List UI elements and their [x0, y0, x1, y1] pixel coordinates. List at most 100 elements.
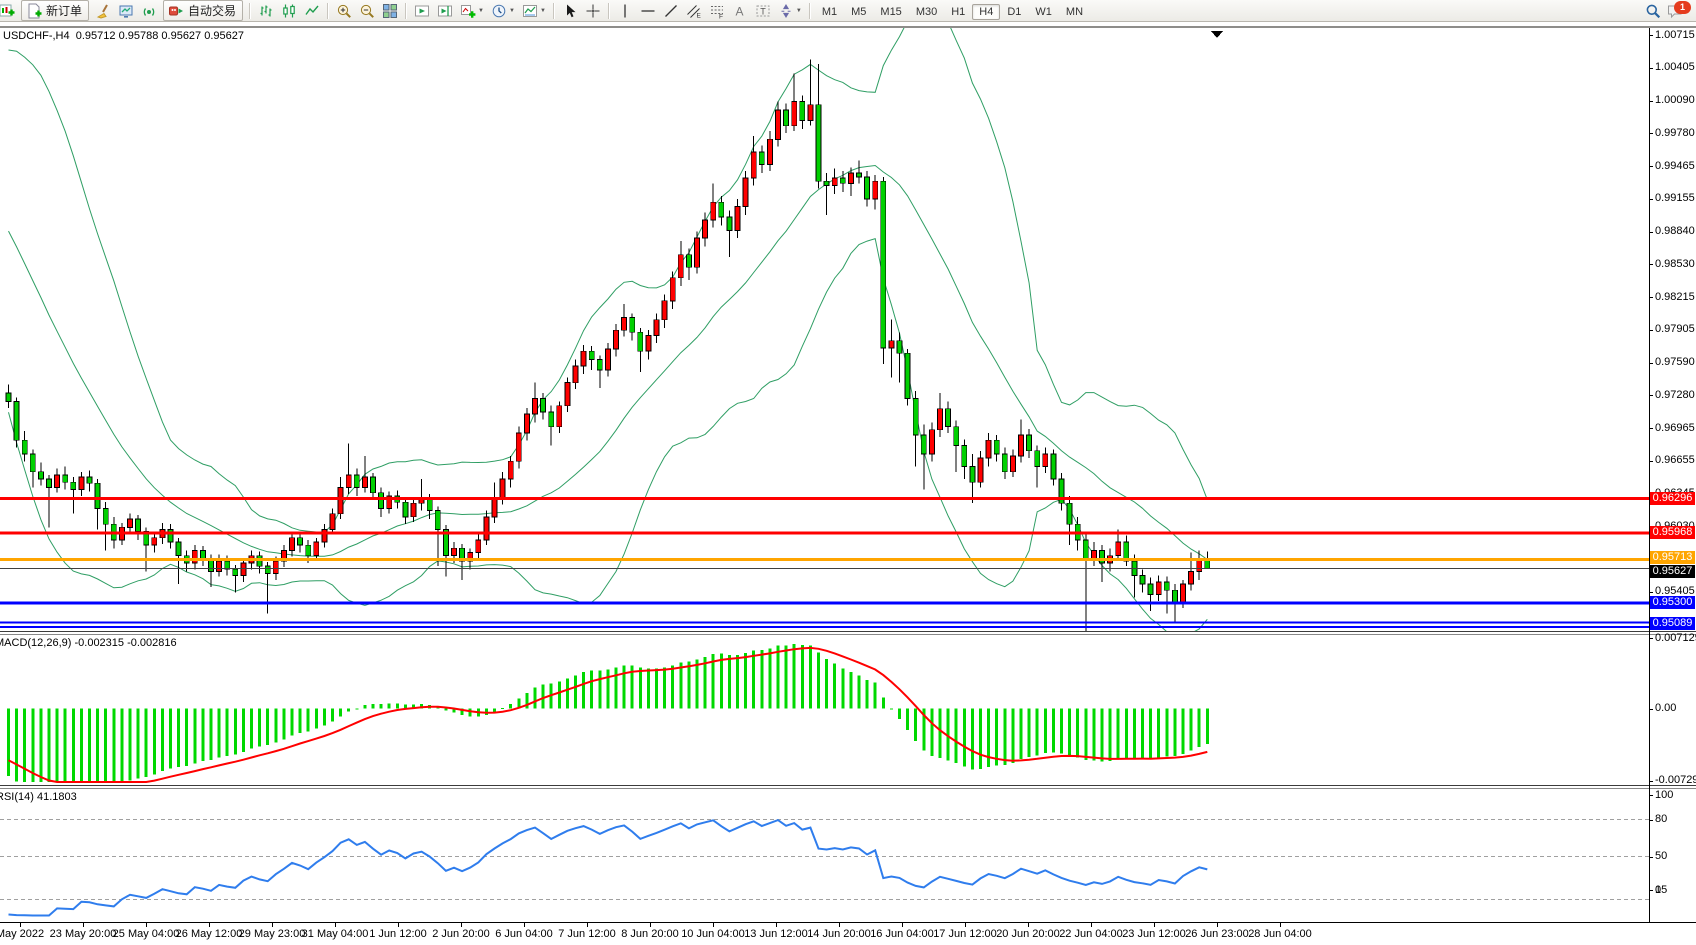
bearish-candle[interactable] — [1058, 478, 1065, 504]
main-chart-pane[interactable] — [0, 28, 1649, 631]
bearish-candle[interactable] — [442, 529, 449, 557]
bullish-candle[interactable] — [289, 537, 295, 551]
pane-separator[interactable] — [0, 785, 1696, 786]
bollinger-middle-band[interactable] — [8, 164, 1208, 560]
bearish-candle[interactable] — [726, 216, 733, 231]
bullish-candle[interactable] — [580, 350, 587, 367]
bearish-candle[interactable] — [912, 397, 919, 436]
timeframe-button-m1[interactable]: M1 — [821, 5, 838, 18]
bullish-candle[interactable] — [977, 457, 984, 483]
bearish-candle[interactable] — [969, 466, 976, 483]
timeframe-button-h4[interactable]: H4 — [972, 3, 1001, 20]
bullish-candle[interactable] — [321, 529, 328, 543]
bearish-candle[interactable] — [370, 476, 376, 494]
bullish-candle[interactable] — [702, 219, 708, 239]
bullish-candle[interactable] — [386, 495, 393, 509]
bullish-candle[interactable] — [345, 474, 352, 488]
price-axis[interactable]: 1.00715 1.00405 1.00090 0.99780 0.99465 0.991… — [1649, 28, 1696, 922]
bullish-candle[interactable] — [1188, 571, 1194, 585]
timeframe-button-m15[interactable]: M15 — [880, 5, 902, 18]
bullish-candle[interactable] — [240, 562, 247, 577]
bullish-candle[interactable] — [329, 513, 336, 530]
macd-indicator-pane[interactable] — [0, 636, 1649, 783]
bearish-candle[interactable] — [21, 439, 28, 455]
bearish-candle[interactable] — [13, 401, 20, 441]
bullish-candle[interactable] — [767, 138, 773, 165]
timeframe-button-h1[interactable]: H1 — [951, 5, 966, 18]
bearish-candle[interactable] — [856, 172, 862, 178]
bullish-candle[interactable] — [661, 300, 668, 321]
bullish-candle[interactable] — [1155, 581, 1162, 595]
signal-icon[interactable] — [138, 1, 160, 20]
bullish-candle[interactable] — [645, 334, 652, 352]
clear-icon[interactable] — [92, 1, 114, 20]
bearish-candle[interactable] — [1034, 450, 1041, 467]
bearish-candle[interactable] — [1026, 434, 1032, 452]
bearish-candle[interactable] — [920, 434, 927, 455]
crosshair-icon[interactable] — [582, 1, 604, 20]
bullish-candle[interactable] — [361, 476, 368, 488]
bearish-candle[interactable] — [62, 474, 69, 483]
bullish-candle[interactable] — [1196, 559, 1203, 572]
bullish-candle[interactable] — [499, 478, 506, 499]
bearish-candle[interactable] — [46, 478, 52, 488]
bullish-candle[interactable] — [653, 319, 660, 336]
bullish-candle[interactable] — [621, 317, 627, 331]
bullish-candle[interactable] — [491, 497, 498, 518]
channel-icon[interactable]: E — [683, 1, 705, 20]
bullish-candle[interactable] — [710, 201, 717, 221]
bullish-candle[interactable] — [337, 487, 344, 515]
candlestick-chart-icon[interactable] — [278, 1, 300, 20]
bollinger-upper-band[interactable] — [8, 28, 1208, 533]
bullish-candle[interactable] — [1010, 455, 1016, 473]
pane-separator[interactable] — [0, 634, 1696, 635]
templates-button[interactable]: ▼ — [519, 1, 549, 20]
cursor-icon[interactable] — [559, 1, 581, 20]
bullish-candle[interactable] — [807, 104, 814, 121]
bearish-candle[interactable] — [353, 474, 360, 488]
chart-shift-marker[interactable] — [1211, 31, 1223, 38]
bearish-candle[interactable] — [880, 180, 887, 349]
bullish-candle[interactable] — [929, 429, 935, 455]
bullish-candle[interactable] — [151, 537, 158, 546]
tile-windows-icon[interactable] — [379, 1, 401, 20]
bearish-candle[interactable] — [823, 180, 830, 186]
new-order-button[interactable]: 新订单 — [21, 0, 90, 21]
bearish-candle[interactable] — [135, 518, 142, 533]
bearish-candle[interactable] — [70, 481, 77, 490]
bearish-candle[interactable] — [799, 101, 806, 121]
bullish-candle[interactable] — [216, 560, 223, 572]
bearish-candle[interactable] — [783, 109, 789, 127]
bullish-candle[interactable] — [734, 206, 741, 232]
bearish-candle[interactable] — [596, 359, 603, 371]
bearish-candle[interactable] — [1147, 583, 1154, 595]
bearish-candle[interactable] — [839, 177, 846, 184]
bullish-candle[interactable] — [775, 109, 781, 140]
bearish-candle[interactable] — [1172, 589, 1178, 604]
bearish-candle[interactable] — [264, 565, 271, 574]
bar-chart-icon[interactable] — [255, 1, 277, 20]
bullish-candle[interactable] — [1018, 434, 1024, 457]
bearish-candle[interactable] — [540, 397, 546, 413]
bullish-candle[interactable] — [483, 516, 490, 541]
bearish-candle[interactable] — [637, 331, 644, 352]
bearish-candle[interactable] — [199, 550, 206, 560]
bullish-candle[interactable] — [78, 476, 85, 491]
bearish-candle[interactable] — [29, 453, 36, 473]
comments-button[interactable]: 1 — [1664, 1, 1692, 20]
bullish-candle[interactable] — [532, 397, 538, 415]
bearish-candle[interactable] — [961, 445, 968, 467]
bearish-candle[interactable] — [5, 392, 12, 402]
bullish-candle[interactable] — [750, 151, 757, 179]
bearish-candle[interactable] — [953, 426, 960, 447]
bearish-candle[interactable] — [167, 529, 174, 543]
bullish-candle[interactable] — [127, 518, 133, 528]
chart-shift-icon[interactable] — [434, 1, 456, 20]
bullish-candle[interactable] — [1042, 453, 1049, 467]
bullish-candle[interactable] — [669, 277, 676, 302]
bearish-candle[interactable] — [864, 176, 870, 200]
bearish-candle[interactable] — [815, 104, 822, 182]
bearish-candle[interactable] — [896, 340, 903, 354]
bullish-candle[interactable] — [831, 177, 838, 186]
bullish-candle[interactable] — [54, 474, 60, 488]
